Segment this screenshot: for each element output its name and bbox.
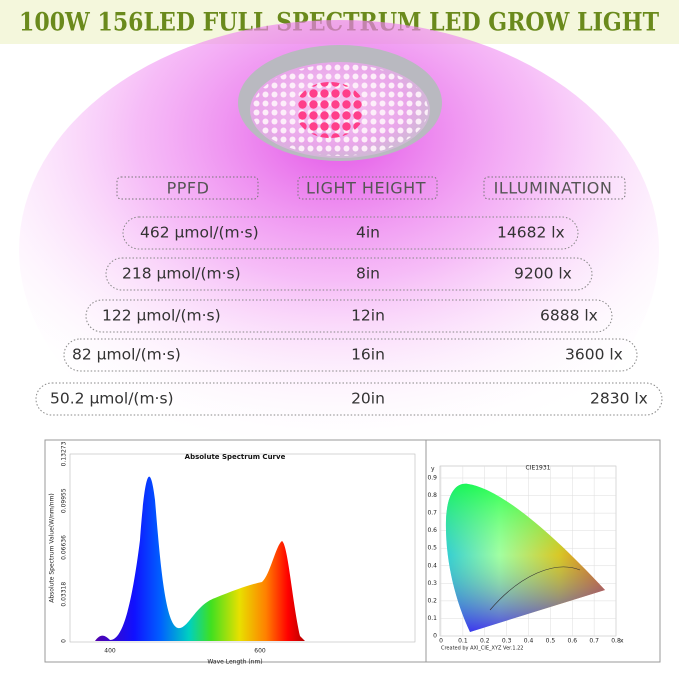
cie-x-tick: 0.4: [524, 638, 534, 645]
cie-credit: Created by AXI_CIE_XYZ Ver.1.22: [441, 646, 523, 652]
header-label: PPFD: [167, 179, 210, 198]
cie-x-axis: x: [620, 638, 624, 645]
spec-table: PPFD LIGHT HEIGHT ILLUMINATION 462 μmol/(m·…: [35, 176, 663, 416]
spectrum-plot-area: [69, 453, 416, 643]
header-box: [116, 176, 259, 200]
spectrum-x-label: Wave Length (nm): [207, 659, 262, 666]
cie-y-tick: 0.9: [427, 475, 437, 482]
cie-planckian: [489, 566, 581, 611]
y-tick-label: 0.09955: [61, 488, 68, 513]
cie-x-tick: 0.3: [502, 638, 512, 645]
cie-x-tick: 0.8: [611, 638, 621, 645]
y-tick-label: 0.06636: [61, 535, 68, 560]
cie-y-tick: 0.1: [427, 615, 437, 622]
cie-y-axis: y: [431, 466, 435, 473]
height-value: 20in: [351, 390, 385, 408]
ppfd-value: 218 μmol/(m·s): [122, 265, 241, 283]
cie-y-tick: 0.7: [427, 510, 437, 517]
spectrum-curve: [95, 476, 305, 641]
cie-y-tick: 0.3: [427, 580, 437, 587]
lamp-red-leds: [295, 82, 365, 138]
cie-title: CIE1931: [525, 465, 550, 472]
spectrum-ticks: 0 0.03318 0.06636 0.09955 0.13273 400 600: [61, 441, 266, 654]
header-label: LIGHT HEIGHT: [306, 179, 426, 198]
row-pill: [85, 299, 613, 333]
illumination-value: 9200 lx: [514, 265, 572, 283]
spectrum-title: Absolute Spectrum Curve: [185, 453, 286, 461]
y-tick-label: 0.03318: [61, 582, 68, 607]
illumination-value: 2830 lx: [590, 390, 648, 408]
row-pill: [63, 338, 638, 372]
illumination-value: 14682 lx: [497, 224, 565, 242]
row-pill: [122, 216, 579, 250]
cie-x-tick: 0.7: [589, 638, 599, 645]
cie-x-tick: 0: [439, 638, 443, 645]
cie-y-tick: 0.5: [427, 545, 437, 552]
cie-y-tick: 0.4: [427, 562, 437, 569]
light-glow: [19, 20, 659, 480]
cie-x-tick: 0.2: [480, 638, 490, 645]
cie-y-tick: 0.6: [427, 527, 437, 534]
cie-x-tick: 0.5: [546, 638, 556, 645]
header-label: ILLUMINATION: [494, 179, 613, 198]
height-value: 12in: [351, 307, 385, 325]
x-tick-label: 400: [104, 648, 116, 655]
ppfd-value: 122 μmol/(m·s): [102, 307, 221, 325]
illumination-value: 3600 lx: [565, 346, 623, 364]
cie-y-tick: 0.8: [427, 492, 437, 499]
y-tick-label: 0.13273: [61, 441, 68, 466]
cie-x-tick: 0.6: [567, 638, 577, 645]
ppfd-value: 462 μmol/(m·s): [140, 224, 259, 242]
cie-y-tick: 0: [433, 633, 437, 640]
y-tick-label: 0: [61, 639, 68, 643]
spectrum-panel: Absolute Spectrum Curve Wave Length (nm)…: [44, 439, 661, 666]
height-value: 8in: [356, 265, 380, 283]
height-value: 4in: [356, 224, 380, 242]
header-box: [483, 176, 626, 200]
height-value: 16in: [351, 346, 385, 364]
ppfd-value: 50.2 μmol/(m·s): [50, 390, 174, 408]
illumination-value: 6888 lx: [540, 307, 598, 325]
ppfd-value: 82 μmol/(m·s): [72, 346, 181, 364]
header-box: [297, 176, 438, 200]
spectrum-y-label: Absolute Spectrum Value(W/nm/nm): [49, 493, 56, 603]
cie-x-tick: 0.1: [458, 638, 468, 645]
lamp: [238, 45, 442, 161]
x-tick-label: 600: [254, 648, 266, 655]
cie-y-tick: 0.2: [427, 597, 437, 604]
